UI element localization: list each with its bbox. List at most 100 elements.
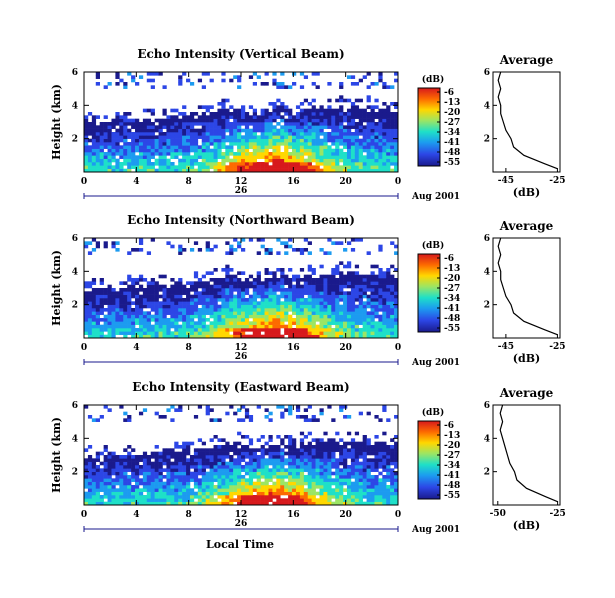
echo-cell: [315, 328, 320, 332]
echo-cell: [378, 118, 383, 123]
echo-cell: [276, 158, 281, 163]
echo-cell: [111, 135, 116, 139]
echo-cell: [311, 328, 316, 332]
echo-cell: [123, 471, 128, 476]
echo-cell: [186, 465, 191, 469]
echo-cell: [170, 311, 175, 315]
echo-cell: [95, 311, 100, 315]
echo-cell: [213, 288, 218, 292]
echo-cell: [103, 308, 108, 312]
echo-cell: [394, 138, 399, 143]
echo-cell: [174, 321, 179, 325]
echo-cell: [178, 251, 183, 255]
echo-cell: [131, 152, 136, 156]
echo-cell: [119, 138, 124, 143]
echo-cell: [295, 288, 301, 292]
echo-cell: [350, 491, 356, 496]
echo-cell: [182, 288, 187, 292]
date-label: Aug 2001: [411, 358, 460, 368]
echo-cell: [119, 455, 124, 459]
echo-cell: [150, 301, 155, 305]
echo-cell: [87, 491, 93, 496]
echo-cell: [288, 115, 293, 119]
echo-cell: [154, 301, 159, 305]
echo-cell: [119, 461, 124, 466]
echo-cell: [99, 142, 104, 146]
echo-cell: [107, 122, 112, 126]
echo-cell: [221, 78, 226, 83]
echo-cell: [162, 274, 167, 279]
echo-cell: [111, 485, 116, 489]
echo-cell: [229, 288, 234, 292]
echo-cell: [268, 281, 273, 285]
echo-cell: [241, 451, 246, 456]
echo-cell: [378, 448, 383, 452]
echo-cell: [390, 135, 395, 139]
echo-cell: [284, 85, 289, 89]
echo-cell: [292, 485, 297, 489]
echo-cell: [84, 481, 89, 486]
echo-cell: [221, 465, 226, 469]
echo-cell: [276, 298, 281, 302]
echo-cell: [307, 324, 312, 329]
echo-cell: [346, 328, 352, 332]
echo-cell: [131, 475, 136, 479]
echo-cell: [299, 135, 305, 139]
echo-cell: [162, 148, 167, 153]
echo-cell: [394, 478, 399, 482]
echo-cell: [123, 485, 128, 489]
echo-cell: [166, 331, 171, 335]
echo-cell: [343, 445, 348, 449]
echo-cell: [382, 481, 387, 486]
echo-cell: [87, 158, 93, 163]
echo-cell: [193, 495, 199, 499]
echo-cell: [150, 478, 155, 482]
echo-cell: [327, 324, 332, 329]
echo-cell: [135, 471, 140, 476]
echo-cell: [193, 415, 199, 419]
echo-cell: [158, 165, 163, 169]
echo-cell: [272, 155, 277, 159]
echo-cell: [84, 461, 89, 466]
echo-cell: [146, 78, 152, 83]
echo-cell: [315, 448, 320, 452]
echo-cell: [394, 318, 399, 322]
echo-cell: [127, 301, 132, 305]
echo-cell: [209, 301, 214, 305]
echo-cell: [350, 438, 356, 442]
echo-cell: [146, 122, 152, 126]
echo-cell: [197, 281, 203, 285]
echo-cell: [221, 288, 226, 292]
echo-cell: [366, 118, 371, 123]
echo-cell: [315, 284, 320, 289]
echo-cell: [248, 498, 254, 502]
echo-cell: [189, 118, 195, 123]
echo-cell: [182, 308, 187, 312]
echo-cell: [150, 72, 155, 76]
echo-cell: [303, 132, 309, 136]
echo-cell: [252, 135, 257, 139]
echo-cell: [87, 152, 93, 156]
echo-cell: [154, 455, 159, 459]
echo-cell: [142, 475, 148, 479]
echo-cell: [237, 481, 242, 486]
echo-cell: [374, 415, 379, 419]
echo-cell: [229, 445, 234, 449]
echo-cell: [201, 324, 206, 329]
echo-cell: [174, 461, 179, 466]
echo-cell: [390, 264, 395, 269]
echo-cell: [178, 138, 183, 143]
echo-cell: [292, 468, 297, 472]
echo-cell: [115, 298, 120, 302]
echo-cell: [386, 85, 391, 89]
echo-cell: [374, 491, 379, 496]
echo-cell: [374, 155, 379, 159]
echo-cell: [225, 112, 230, 116]
echo-cell: [111, 455, 116, 459]
echo-cell: [209, 284, 214, 289]
echo-cell: [311, 481, 316, 486]
echo-cell: [201, 491, 206, 496]
echo-cell: [248, 451, 254, 456]
echo-cell: [272, 481, 277, 486]
echo-cell: [221, 478, 226, 482]
